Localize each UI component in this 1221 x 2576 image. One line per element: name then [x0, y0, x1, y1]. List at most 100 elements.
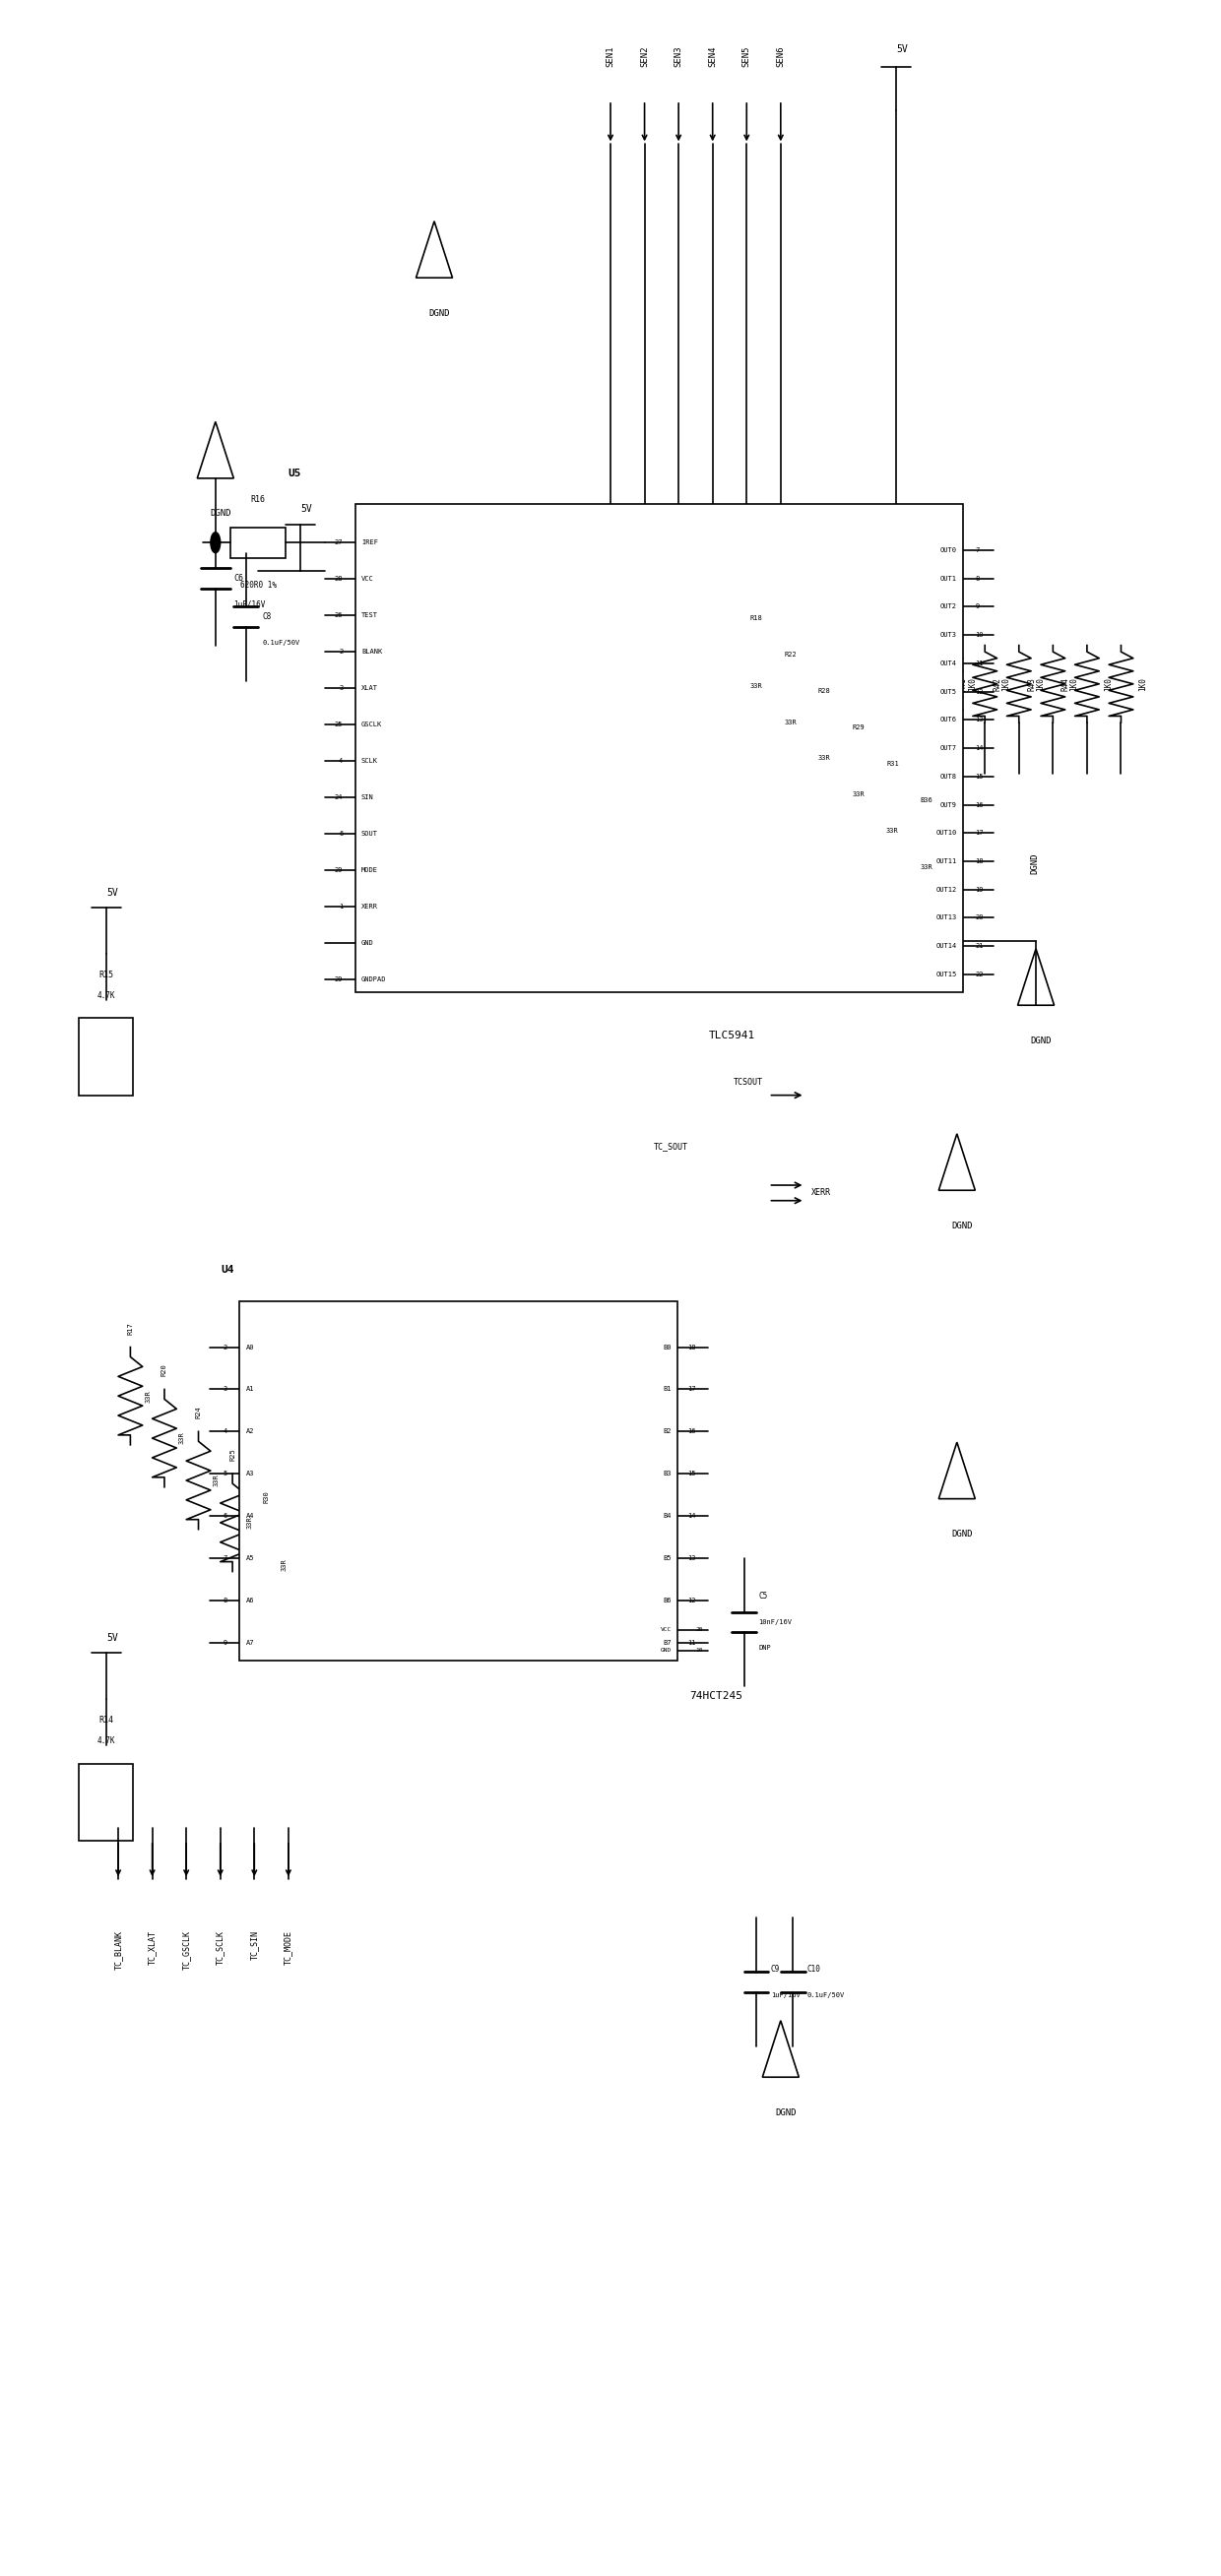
Text: R18: R18: [750, 616, 763, 621]
Text: R17: R17: [127, 1321, 133, 1334]
Text: SEN3: SEN3: [674, 46, 683, 67]
Text: 4: 4: [223, 1430, 227, 1435]
Text: 6: 6: [339, 832, 343, 837]
Text: A3: A3: [245, 1471, 254, 1476]
Text: OUT5: OUT5: [940, 688, 957, 696]
Text: 16: 16: [976, 801, 984, 809]
Text: C6: C6: [233, 574, 243, 582]
Text: 21: 21: [976, 943, 984, 948]
Text: 7: 7: [976, 546, 979, 554]
Text: 100R: 100R: [698, 675, 707, 693]
Text: R15: R15: [99, 971, 114, 979]
Text: 1K0: 1K0: [1002, 677, 1011, 690]
Text: 15: 15: [687, 1471, 696, 1476]
Text: DGND: DGND: [210, 510, 231, 518]
Bar: [239, 1301, 678, 1662]
Bar: [231, 528, 286, 559]
Text: 0.1uF/50V: 0.1uF/50V: [263, 639, 300, 647]
Text: 3: 3: [223, 1386, 227, 1391]
Text: 8: 8: [223, 1597, 227, 1602]
Text: 14: 14: [687, 1512, 696, 1520]
Text: TCSOUT: TCSOUT: [733, 1077, 762, 1087]
Text: TC_SOUT: TC_SOUT: [654, 1141, 689, 1151]
Text: TEST: TEST: [361, 613, 379, 618]
Text: 5V: 5V: [300, 505, 313, 515]
Polygon shape: [1017, 948, 1054, 1005]
Text: B5: B5: [663, 1556, 672, 1561]
Text: B1: B1: [663, 1386, 672, 1391]
Text: U4: U4: [221, 1265, 234, 1275]
Text: OUT2: OUT2: [940, 603, 957, 611]
Text: 100R: 100R: [630, 675, 639, 693]
Text: R29: R29: [852, 724, 864, 729]
Text: OUT11: OUT11: [937, 858, 957, 863]
Text: R30: R30: [264, 1492, 270, 1504]
Text: 1K0: 1K0: [832, 677, 840, 690]
Text: 10: 10: [696, 1649, 703, 1654]
Text: C5: C5: [758, 1592, 768, 1600]
Text: 33R: 33R: [212, 1473, 219, 1486]
Text: OUT3: OUT3: [940, 631, 957, 639]
Text: OUT1: OUT1: [940, 574, 957, 582]
Bar: [840, 744, 877, 775]
Bar: [78, 1018, 133, 1095]
Text: 100R: 100R: [766, 675, 775, 693]
Text: 4.7K: 4.7K: [96, 1736, 115, 1747]
Text: DGND: DGND: [429, 309, 449, 317]
Text: 3: 3: [339, 685, 343, 690]
Text: 1uF/16V: 1uF/16V: [233, 600, 265, 608]
Text: DGND: DGND: [1031, 1036, 1051, 1046]
Text: 33R: 33R: [784, 719, 796, 724]
Text: OUT15: OUT15: [937, 971, 957, 976]
Text: 5V: 5V: [106, 1633, 118, 1643]
Text: 5V: 5V: [896, 44, 908, 54]
Text: 2: 2: [223, 1345, 227, 1350]
Bar: [772, 672, 808, 703]
Text: OUT7: OUT7: [940, 744, 957, 752]
Circle shape: [674, 636, 684, 657]
Text: GND: GND: [361, 940, 374, 945]
Text: SCLK: SCLK: [361, 757, 379, 765]
Circle shape: [708, 636, 718, 657]
Text: 33R: 33R: [281, 1558, 287, 1571]
Text: OUT4: OUT4: [940, 659, 957, 667]
Polygon shape: [416, 222, 453, 278]
Text: 17: 17: [687, 1386, 696, 1391]
Text: R40: R40: [926, 677, 934, 690]
Text: SEN6: SEN6: [777, 46, 785, 67]
Text: 1K0: 1K0: [866, 677, 874, 690]
Text: 33R: 33R: [179, 1432, 184, 1445]
Text: TC_BLANK: TC_BLANK: [114, 1929, 122, 1971]
Text: 33R: 33R: [750, 683, 763, 688]
Text: A6: A6: [245, 1597, 254, 1602]
Text: B4: B4: [663, 1512, 672, 1520]
Text: R22: R22: [784, 652, 796, 657]
Text: 15: 15: [976, 773, 984, 781]
Text: 1K0: 1K0: [1138, 677, 1147, 690]
Text: OUT14: OUT14: [937, 943, 957, 948]
Text: 16: 16: [687, 1430, 696, 1435]
Text: OUT0: OUT0: [940, 546, 957, 554]
Circle shape: [210, 533, 220, 554]
Text: SEN2: SEN2: [640, 46, 650, 67]
Text: TC_XLAT: TC_XLAT: [148, 1929, 156, 1965]
Text: 14: 14: [976, 744, 984, 752]
Text: TC_SCLK: TC_SCLK: [216, 1929, 225, 1965]
Text: 29: 29: [335, 868, 343, 873]
Text: XLAT: XLAT: [361, 685, 379, 690]
Text: 9: 9: [976, 603, 979, 611]
Text: DNP: DNP: [758, 1646, 772, 1651]
Text: 29: 29: [335, 976, 343, 981]
Circle shape: [891, 636, 901, 657]
Text: R16: R16: [250, 495, 265, 505]
Text: SEN4: SEN4: [708, 46, 717, 67]
Text: DGND: DGND: [1029, 853, 1039, 873]
Polygon shape: [939, 1133, 976, 1190]
Text: R37: R37: [823, 677, 832, 690]
Text: 22: 22: [976, 971, 984, 976]
Text: R39: R39: [891, 677, 900, 690]
Text: A5: A5: [245, 1556, 254, 1561]
Text: 1K0: 1K0: [900, 677, 908, 690]
Text: SIN: SIN: [361, 793, 374, 801]
Text: 100R: 100R: [800, 675, 810, 693]
